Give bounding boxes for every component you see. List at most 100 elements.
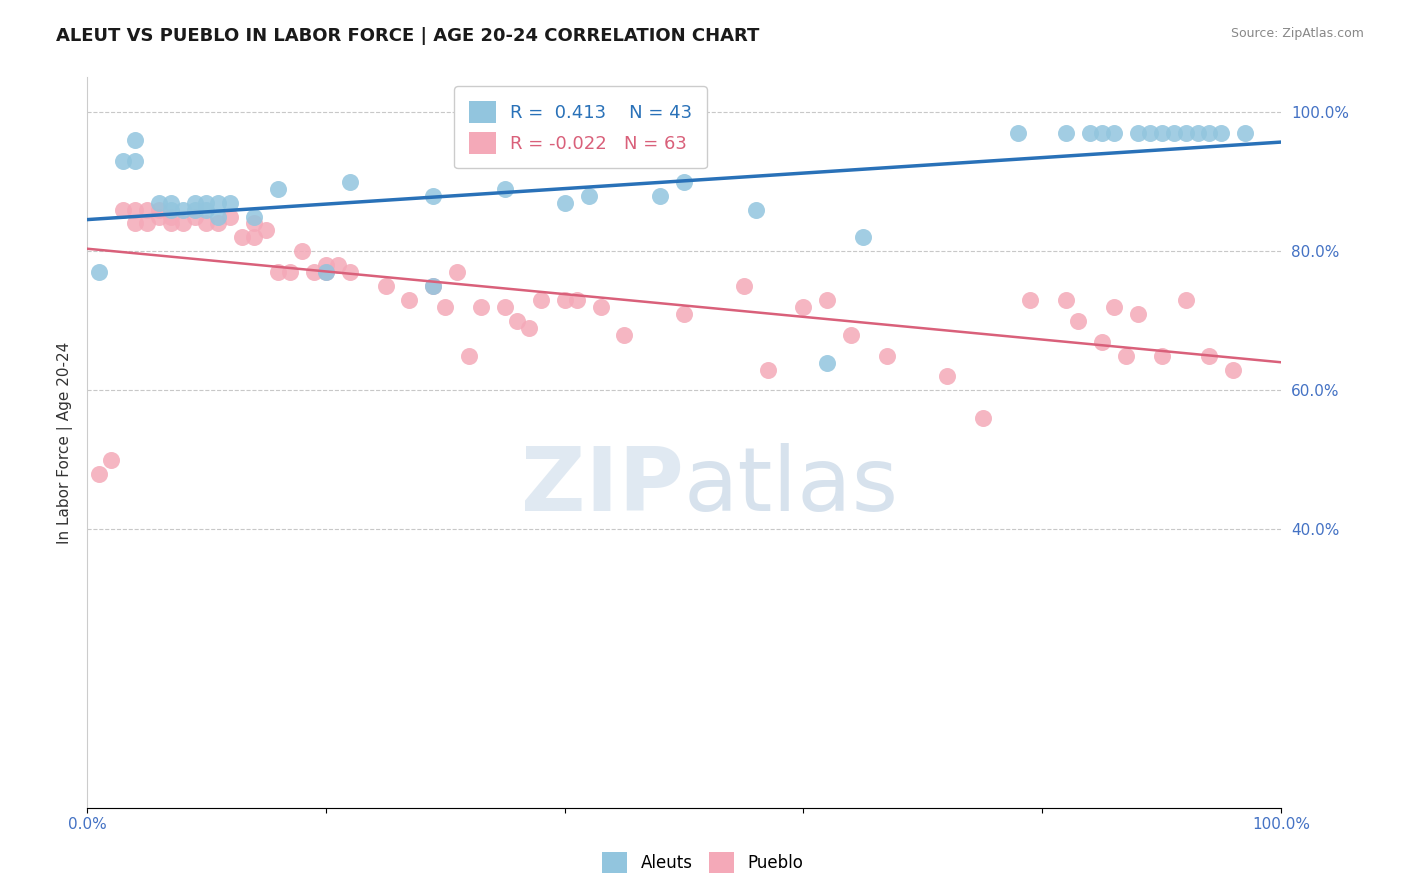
Point bbox=[124, 217, 146, 231]
Point bbox=[1019, 293, 1042, 307]
Point bbox=[589, 300, 612, 314]
Point bbox=[673, 307, 696, 321]
Point bbox=[613, 327, 636, 342]
Text: atlas: atlas bbox=[685, 442, 900, 530]
Point bbox=[267, 265, 290, 279]
Point bbox=[1091, 334, 1114, 349]
Point bbox=[1126, 307, 1149, 321]
Legend: R =  0.413    N = 43, R = -0.022   N = 63: R = 0.413 N = 43, R = -0.022 N = 63 bbox=[454, 87, 707, 169]
Point bbox=[422, 279, 444, 293]
Point bbox=[243, 230, 266, 244]
Point bbox=[1126, 126, 1149, 140]
Point bbox=[124, 153, 146, 168]
Point bbox=[1150, 349, 1173, 363]
Point bbox=[124, 133, 146, 147]
Point bbox=[815, 293, 838, 307]
Point bbox=[243, 210, 266, 224]
Point bbox=[315, 265, 337, 279]
Point bbox=[111, 202, 134, 217]
Text: Source: ZipAtlas.com: Source: ZipAtlas.com bbox=[1230, 27, 1364, 40]
Point bbox=[1007, 126, 1029, 140]
Point bbox=[756, 362, 779, 376]
Point bbox=[219, 210, 242, 224]
Point bbox=[278, 265, 301, 279]
Text: ZIP: ZIP bbox=[522, 442, 685, 530]
Point bbox=[243, 217, 266, 231]
Point bbox=[578, 188, 600, 202]
Point bbox=[339, 265, 361, 279]
Point bbox=[135, 202, 157, 217]
Point bbox=[1198, 349, 1220, 363]
Point bbox=[1222, 362, 1244, 376]
Point bbox=[446, 265, 468, 279]
Point bbox=[172, 217, 194, 231]
Point bbox=[148, 202, 170, 217]
Point bbox=[422, 279, 444, 293]
Point bbox=[494, 300, 516, 314]
Point bbox=[87, 467, 110, 481]
Point bbox=[291, 244, 314, 259]
Point bbox=[530, 293, 553, 307]
Point bbox=[517, 320, 540, 334]
Point bbox=[1091, 126, 1114, 140]
Point bbox=[565, 293, 588, 307]
Point bbox=[87, 265, 110, 279]
Point bbox=[554, 195, 576, 210]
Point bbox=[195, 202, 218, 217]
Point bbox=[159, 202, 181, 217]
Point bbox=[183, 195, 205, 210]
Point bbox=[1054, 126, 1077, 140]
Point bbox=[135, 217, 157, 231]
Point bbox=[124, 202, 146, 217]
Point bbox=[650, 188, 672, 202]
Point bbox=[207, 195, 229, 210]
Point bbox=[1115, 349, 1137, 363]
Point bbox=[1054, 293, 1077, 307]
Point bbox=[111, 153, 134, 168]
Point bbox=[935, 369, 957, 384]
Point bbox=[458, 349, 481, 363]
Point bbox=[434, 300, 457, 314]
Point bbox=[183, 210, 205, 224]
Point bbox=[1198, 126, 1220, 140]
Point bbox=[852, 230, 875, 244]
Point bbox=[100, 453, 122, 467]
Point bbox=[1139, 126, 1161, 140]
Point bbox=[183, 202, 205, 217]
Point bbox=[815, 355, 838, 369]
Point bbox=[673, 175, 696, 189]
Point bbox=[195, 217, 218, 231]
Point bbox=[326, 258, 349, 272]
Point bbox=[315, 258, 337, 272]
Point bbox=[792, 300, 814, 314]
Point bbox=[207, 217, 229, 231]
Point bbox=[254, 223, 277, 237]
Point bbox=[554, 293, 576, 307]
Point bbox=[470, 300, 492, 314]
Point bbox=[148, 210, 170, 224]
Point bbox=[1067, 314, 1090, 328]
Text: ALEUT VS PUEBLO IN LABOR FORCE | AGE 20-24 CORRELATION CHART: ALEUT VS PUEBLO IN LABOR FORCE | AGE 20-… bbox=[56, 27, 759, 45]
Point bbox=[972, 411, 994, 425]
Point bbox=[159, 210, 181, 224]
Point bbox=[1211, 126, 1233, 140]
Point bbox=[302, 265, 325, 279]
Point bbox=[1174, 126, 1197, 140]
Point bbox=[159, 217, 181, 231]
Point bbox=[339, 175, 361, 189]
Point bbox=[506, 314, 529, 328]
Point bbox=[374, 279, 396, 293]
Point bbox=[745, 202, 768, 217]
Point bbox=[1102, 300, 1125, 314]
Point bbox=[267, 182, 290, 196]
Point bbox=[1163, 126, 1185, 140]
Point bbox=[494, 182, 516, 196]
Point bbox=[1102, 126, 1125, 140]
Point bbox=[172, 202, 194, 217]
Point bbox=[315, 265, 337, 279]
Point bbox=[398, 293, 420, 307]
Point bbox=[219, 195, 242, 210]
Point bbox=[159, 195, 181, 210]
Point bbox=[1078, 126, 1101, 140]
Point bbox=[876, 349, 898, 363]
